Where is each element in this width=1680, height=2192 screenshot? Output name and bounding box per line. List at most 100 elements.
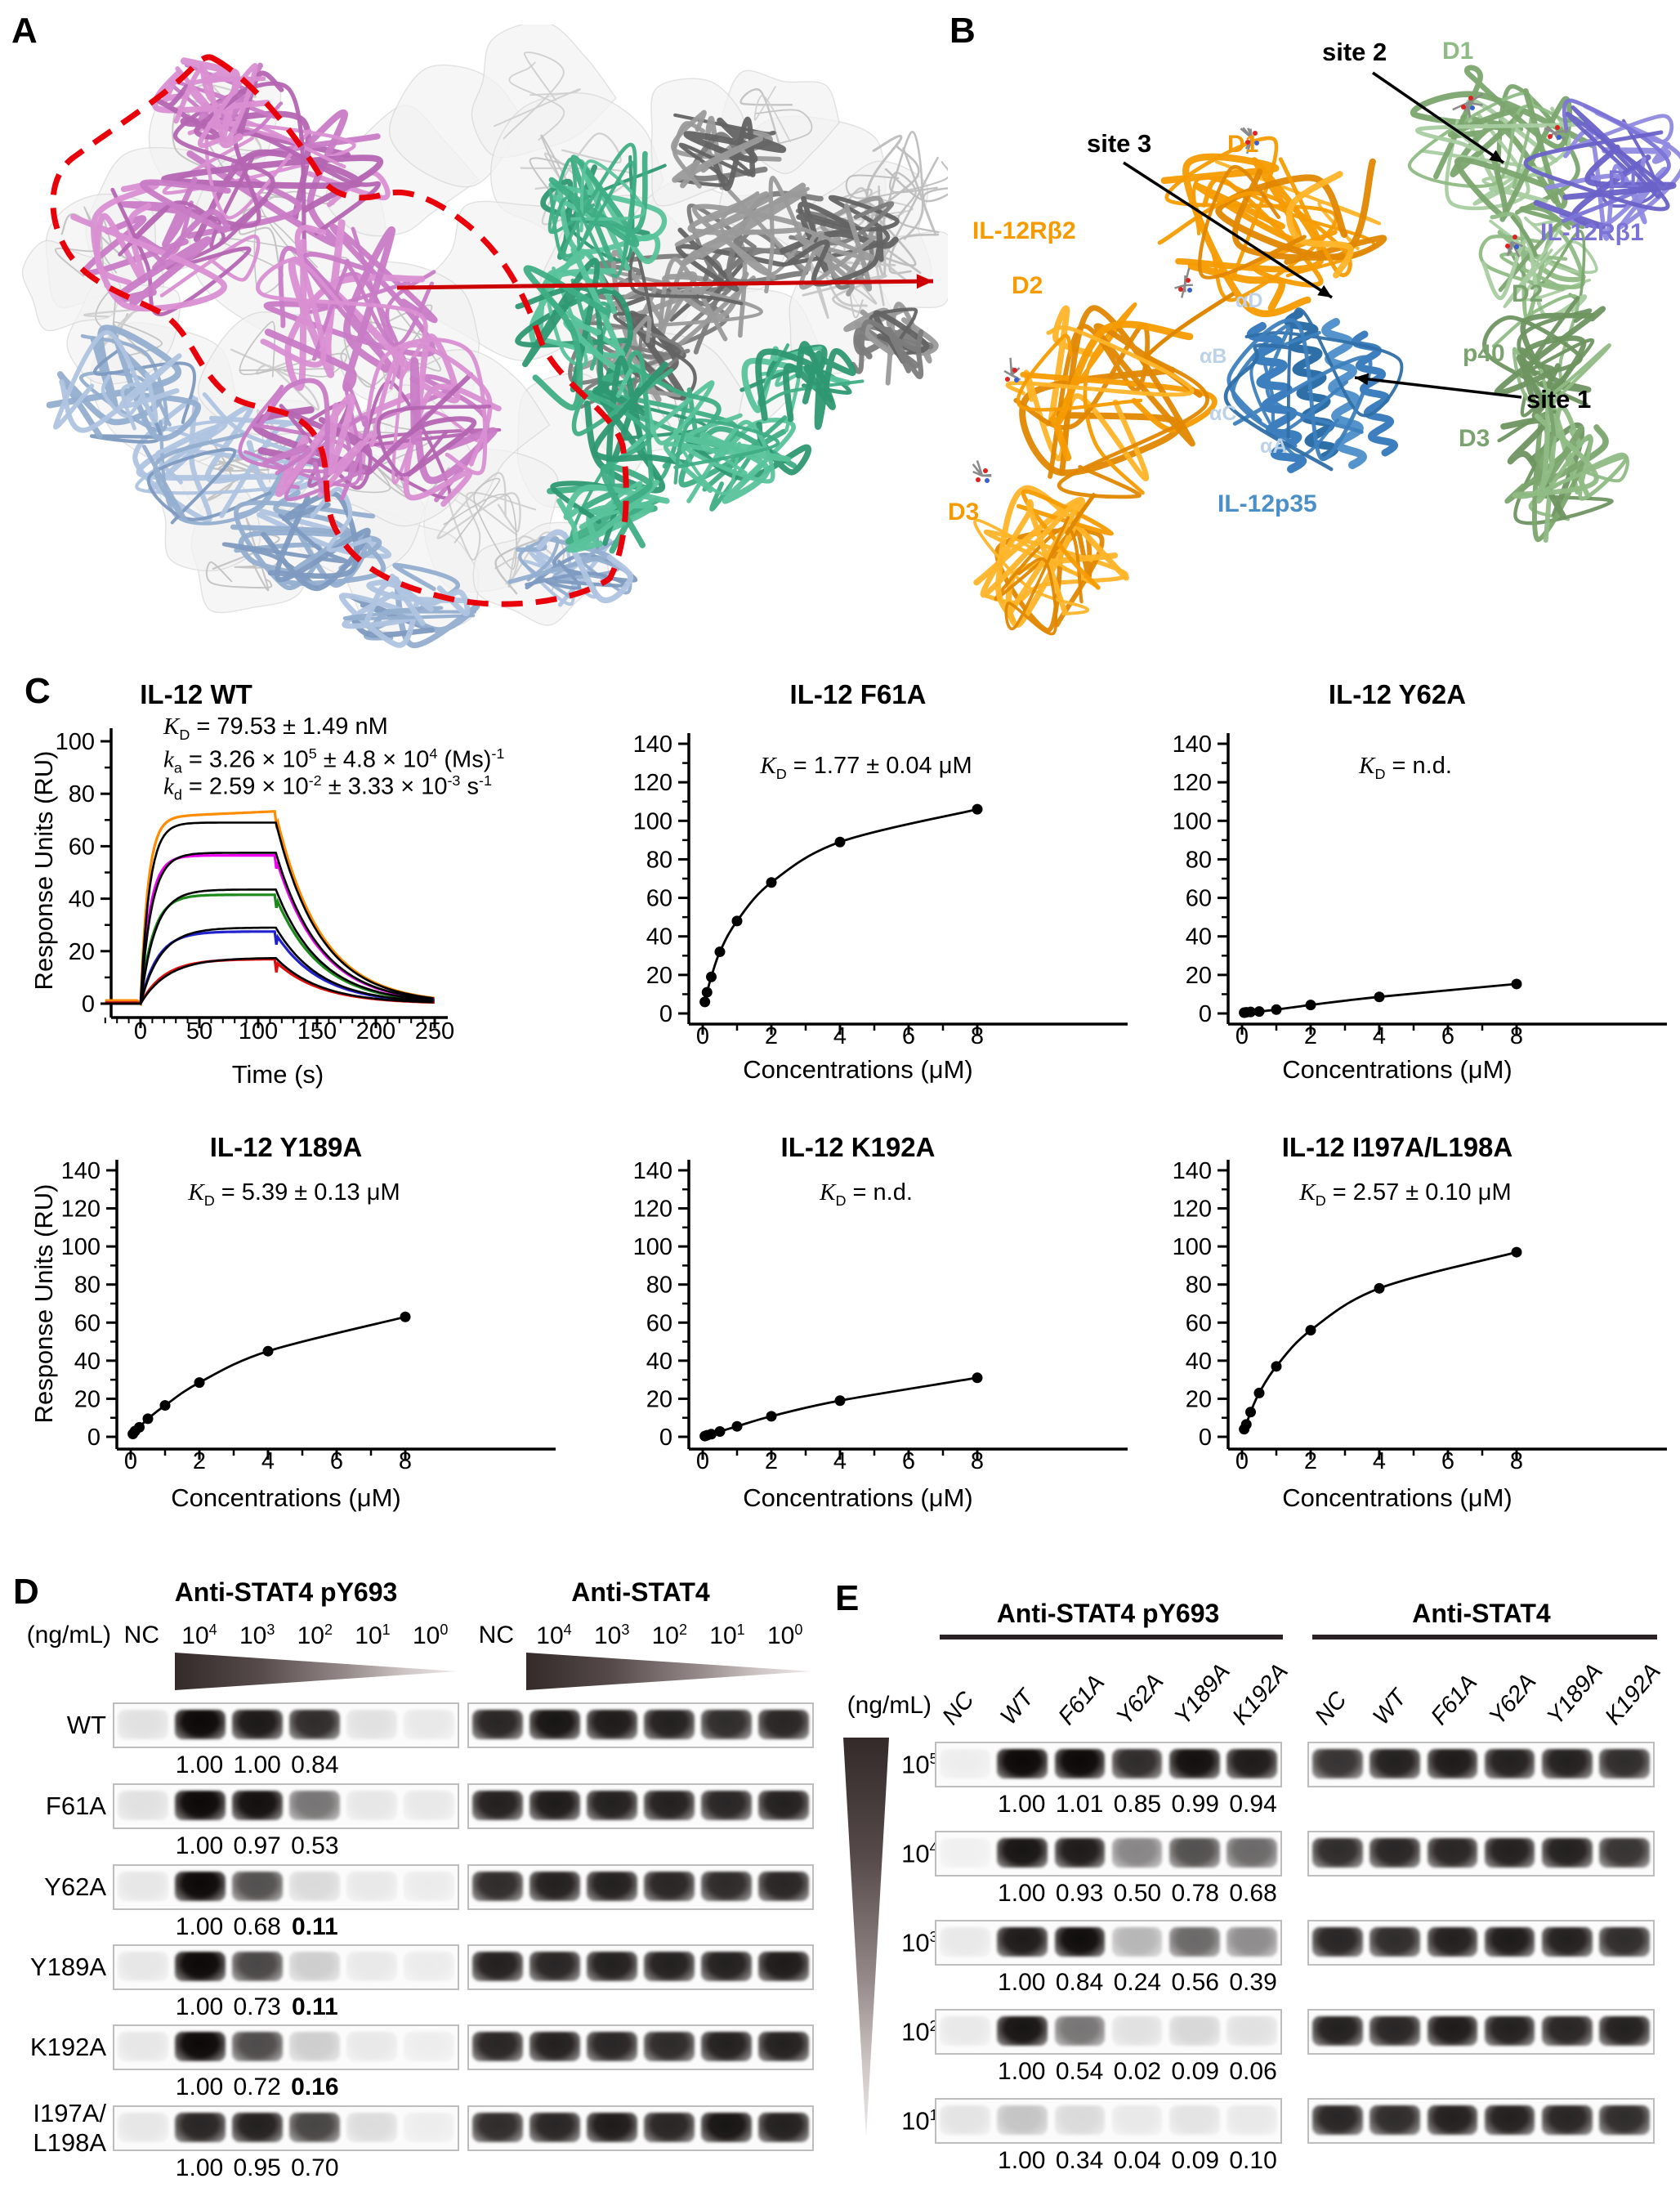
blot-band [644,1952,695,1981]
blot-py693-Y62A [113,1864,459,1910]
blot-total-stat4-Y189A [467,1944,814,1990]
glycan-oxygen [1512,235,1517,239]
blot-band [940,2105,990,2135]
quantification-value: 0.50 [1113,1880,1162,1907]
glycan-nitrogen [985,478,990,483]
y-tick-label: 80 [74,1273,101,1299]
data-point [699,996,711,1008]
blot-lane [1423,2100,1481,2142]
blot-band [118,2032,168,2061]
p40-ribbon-teal [570,159,646,233]
il12rb2-d2-ribbon [1051,320,1194,462]
y-tick-label: 60 [646,1310,672,1336]
blot-band [1427,2016,1478,2046]
spr-plot-k192a: 0 20 40 60 80 100 120 140 0 2 4 6 8 Concentrations (μ… [605,1132,1140,1598]
blot-band [1484,1927,1535,1957]
p40-d3-ribbon [1512,388,1599,499]
blot-lane [400,1866,458,1908]
panel-a-to-b-arrow-head [916,274,933,289]
blot-band [1111,2105,1163,2135]
structure-label-d2p40: D2 [1512,280,1543,307]
x-tick-label: 4 [1373,1448,1386,1474]
quantification-value: 1.00 [175,1751,224,1778]
structure-label-d1p40: D1 [1442,38,1473,65]
y-tick-label: 100 [633,1234,672,1260]
structure-label-alphaD: αD [1235,289,1262,312]
lane-label: 104 [536,1622,572,1649]
y-tick-label: 40 [1186,924,1212,951]
blot-band [1168,1927,1220,1957]
y-tick-label: 40 [69,887,95,913]
blot-band [758,1872,809,1901]
blot-band [289,1952,340,1981]
faded-ribbon [884,147,948,235]
gray-chain-ribbon [726,190,824,285]
blot-band [1599,2016,1650,2046]
glycan-oxygen [1012,368,1017,373]
data-point [714,946,726,958]
blot-band [404,1952,454,1981]
x-tick-label: 8 [971,1023,984,1049]
blot-lane [172,1704,229,1747]
blot-band [118,1872,168,1901]
plot-annotation-i197a: KD = 2.57 ± 0.10 μM [1242,1179,1569,1209]
plot-canvas-y189a: 0 20 40 60 80 100 120 140 0 2 4 6 8 Concentrations (μ… [33,1158,556,1512]
blot-lane [1423,1921,1481,1964]
blot-band [1054,1749,1106,1778]
blot-lane [1481,1921,1539,1964]
blot-band [644,2032,695,2061]
x-tick-label: 2 [1304,1023,1317,1049]
lane-label-rotated: Y62A [1111,1668,1169,1730]
plot-annotation-wt: KD = 79.53 ± 1.49 nM ka = 3.26 × 105 ± 4.… [163,714,556,803]
il12rb1-ribbon-blue [238,530,382,578]
x-tick-label: 100 [239,1018,278,1045]
blot-lane [469,1866,526,1908]
header-underline-left [940,1635,1283,1640]
il12rb1-ribbon-blue [363,580,434,627]
blot-band [644,1872,695,1901]
blot-band [118,2113,168,2142]
structure-label-il12rb1: IL-12Rβ1 [1540,219,1644,246]
blot-lane [286,2107,343,2150]
blot-lane [755,1866,812,1908]
il12rb2-ribbon-pink [359,338,488,481]
blot-band [1312,2105,1363,2135]
blot-band [1312,1927,1363,1957]
plot-title-k192a: IL-12 K192A [780,1132,936,1162]
x-tick-label: 0 [1235,1023,1249,1049]
x-axis-label: Concentrations (μM) [171,1483,400,1512]
blot-band [587,2032,637,2061]
lane-label: 101 [355,1622,391,1649]
quantification-value: 0.78 [1171,1880,1219,1907]
blot-band [472,1710,523,1739]
density-texture [503,51,565,140]
blot-py693-Y189A [113,1944,459,1990]
il12rb1-ribbon-blue [261,494,371,592]
blot-lane [1109,1921,1166,1964]
blot-lane [343,2026,400,2069]
glycan-stick [1174,284,1186,289]
blot-lane [469,2026,526,2069]
blot-band [1054,2016,1106,2046]
blot-band [701,1872,752,1901]
data-point [1240,1419,1252,1430]
quantification-value: 0.11 [291,1913,338,1940]
quantification-value: 1.00 [175,2154,224,2181]
il12rb2-linker [1064,492,1097,536]
lane-label: 102 [651,1622,688,1649]
blot-lane [114,1704,172,1747]
il12rb2-d2-ribbon [1058,305,1203,476]
quantification-value: 0.68 [1229,1880,1277,1907]
blot-band [940,1927,990,1957]
glycan-stick [1467,101,1483,106]
blot-band [701,1952,752,1981]
x-tick-label: 4 [833,1448,847,1474]
data-point [714,1425,726,1437]
blot-band [404,2032,454,2061]
il12p35-loop [1231,324,1364,448]
data-point [972,803,983,815]
plot-canvas-f61a: 0 20 40 60 80 100 120 140 0 2 4 6 8 Concentrations (μ… [633,731,1128,1084]
blot-lane [994,1832,1051,1875]
il12rb1-ribbon-blue [101,374,147,431]
row-label-Y62A: Y62A [44,1872,106,1901]
